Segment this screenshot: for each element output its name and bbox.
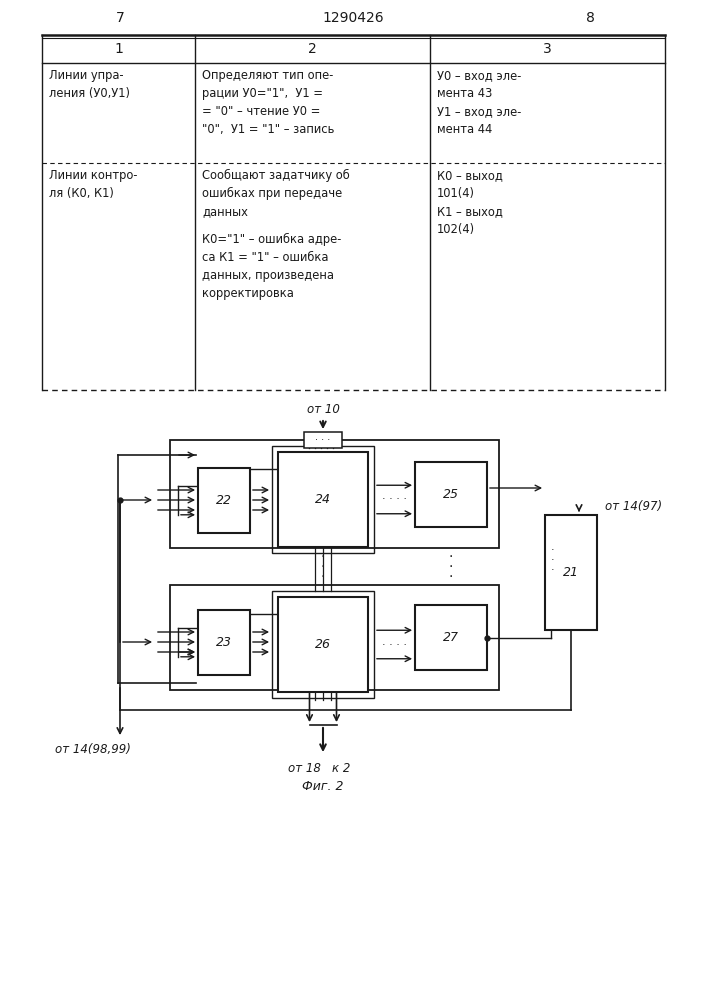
- Text: Фиг. 2: Фиг. 2: [303, 780, 344, 793]
- Text: 21: 21: [563, 566, 579, 579]
- Text: К0 – выход
101(4)
К1 – выход
102(4): К0 – выход 101(4) К1 – выход 102(4): [437, 169, 503, 236]
- Text: 26: 26: [315, 638, 331, 651]
- Bar: [304, 432, 342, 448]
- Text: ·: ·: [551, 545, 555, 555]
- Bar: [545, 515, 597, 630]
- Text: ·: ·: [449, 570, 453, 584]
- Text: Сообщают задатчику об
ошибках при передаче
данных: Сообщают задатчику об ошибках при переда…: [202, 169, 350, 218]
- Text: Линии контро-
ля (К0, К1): Линии контро- ля (К0, К1): [49, 169, 137, 200]
- Text: · · ·: · · ·: [315, 435, 331, 445]
- Bar: [278, 452, 368, 547]
- Text: 2: 2: [308, 42, 317, 56]
- Bar: [278, 597, 368, 692]
- Text: ·: ·: [321, 560, 325, 574]
- Text: ·: ·: [321, 570, 325, 584]
- Bar: [198, 610, 250, 675]
- Text: 24: 24: [315, 493, 331, 506]
- Text: к 2: к 2: [332, 762, 351, 775]
- Text: 3: 3: [543, 42, 552, 56]
- Bar: [198, 468, 250, 533]
- Text: 1290426: 1290426: [322, 11, 384, 25]
- Bar: [415, 462, 487, 527]
- Text: · · · ·: · · · ·: [382, 640, 407, 650]
- Bar: [272, 446, 374, 553]
- Text: 7: 7: [116, 11, 124, 25]
- Text: ·: ·: [551, 565, 555, 575]
- Text: 27: 27: [443, 631, 459, 644]
- Text: ·: ·: [321, 550, 325, 564]
- Text: от 18: от 18: [288, 762, 321, 775]
- Bar: [170, 585, 499, 690]
- Bar: [170, 440, 499, 548]
- Text: 22: 22: [216, 494, 232, 507]
- Text: от 14(97): от 14(97): [605, 500, 662, 513]
- Text: 23: 23: [216, 636, 232, 649]
- Text: 1: 1: [114, 42, 123, 56]
- Text: ·: ·: [449, 550, 453, 564]
- Bar: [415, 605, 487, 670]
- Text: Определяют тип опе-
рации У0="1",  У1 =
= "0" – чтение У0 =
"0",  У1 = "1" – зап: Определяют тип опе- рации У0="1", У1 = =…: [202, 69, 334, 136]
- Bar: [272, 591, 374, 698]
- Text: от 14(98,99): от 14(98,99): [55, 743, 131, 756]
- Text: У0 – вход эле-
мента 43
У1 – вход эле-
мента 44: У0 – вход эле- мента 43 У1 – вход эле- м…: [437, 69, 521, 136]
- Text: 8: 8: [585, 11, 595, 25]
- Text: Линии упра-
ления (У0,У1): Линии упра- ления (У0,У1): [49, 69, 130, 100]
- Text: ·: ·: [449, 560, 453, 574]
- Text: 25: 25: [443, 488, 459, 501]
- Text: от 10: от 10: [307, 403, 339, 416]
- Text: ·: ·: [551, 555, 555, 565]
- Text: · · · ·: · · · ·: [382, 494, 407, 504]
- Text: К0="1" – ошибка адре-
са К1 = "1" – ошибка
данных, произведена
корректировка: К0="1" – ошибка адре- са К1 = "1" – ошиб…: [202, 233, 341, 300]
